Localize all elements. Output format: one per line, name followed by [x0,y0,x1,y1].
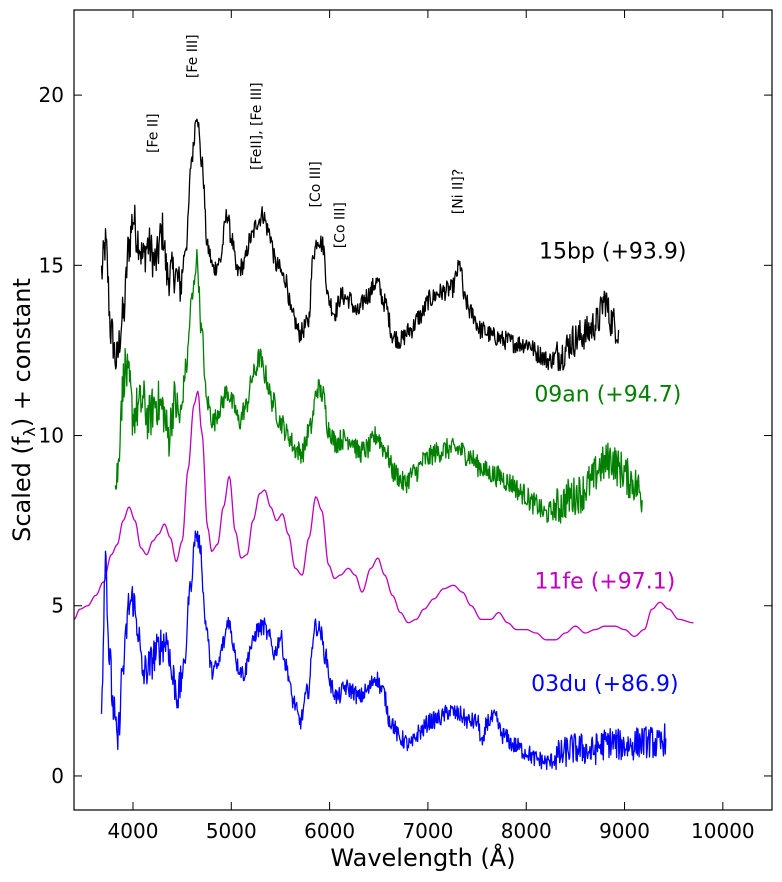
y-tick-label: 5 [51,594,64,618]
line-annotation: [Fe III] [185,34,201,78]
x-tick-label: 7000 [402,819,453,843]
y-axis-ticks: 0 5 10 15 20 [39,83,772,788]
series-label-group: 15bp (+93.9) 09an (+94.7) 11fe (+97.1) 03du… [531,240,686,697]
y-tick-label: 20 [39,83,64,107]
y-axis-label-sub: λ [20,427,39,436]
series-label: 09an (+94.7) [534,382,681,407]
line-annotation: [Fe II] [146,113,162,153]
y-axis-label-main: Scaled (f [8,436,36,542]
annotation-group: [Fe II] [Fe III] [FeII], [Fe III] [Co III] [… [146,34,467,248]
x-tick-label: 5000 [206,819,257,843]
y-axis-label-tail: ) + constant [8,278,36,427]
y-tick-label: 0 [51,764,64,788]
x-tick-label: 8000 [501,819,552,843]
series-line-0 [100,118,620,372]
y-tick-label: 15 [39,253,64,277]
x-tick-label: 9000 [599,819,650,843]
plot-background [74,10,772,810]
line-annotation: [Ni II]? [450,169,466,214]
y-tick-label: 10 [39,424,64,448]
line-annotation: [Co III] [308,161,324,207]
y-axis-label: Scaled (fλ) + constant [8,278,39,542]
line-annotation: [FeII], [Fe III] [249,82,265,170]
series-line-2 [73,390,694,641]
series-label: 11fe (+97.1) [534,570,675,595]
line-annotation: [Co III] [332,202,348,248]
series-line-3 [100,530,667,771]
x-axis-ticks: 4000 5000 6000 7000 8000 9000 10000 [108,10,755,843]
series-label: 15bp (+93.9) [539,240,687,265]
x-tick-label: 6000 [304,819,355,843]
x-tick-label: 4000 [108,819,159,843]
plot-frame [73,9,773,811]
x-tick-label: 10000 [691,819,755,843]
series-line-1 [114,249,643,524]
series-label: 03du (+86.9) [531,672,678,697]
x-axis-label: Wavelength (Å) [330,843,515,872]
series-group [73,118,694,771]
